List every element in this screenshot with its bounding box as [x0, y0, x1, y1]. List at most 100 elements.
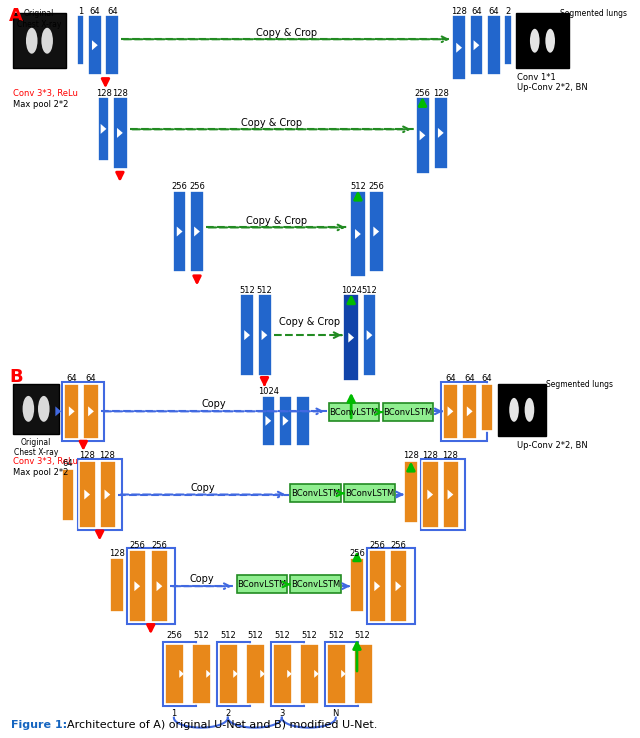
Text: 3: 3: [279, 709, 285, 718]
Text: BConvLSTM: BConvLSTM: [330, 407, 379, 416]
Text: Segmented lungs: Segmented lungs: [546, 380, 613, 389]
Text: 1024: 1024: [340, 286, 362, 294]
Bar: [383, 403, 433, 421]
Text: Architecture of A) original U-Net and B) modified U-Net.: Architecture of A) original U-Net and B)…: [67, 720, 378, 730]
Text: N: N: [333, 709, 339, 718]
Text: 128: 128: [451, 7, 467, 15]
Bar: [443, 384, 458, 438]
Text: 256: 256: [390, 541, 406, 550]
Ellipse shape: [509, 398, 519, 422]
Polygon shape: [117, 128, 123, 138]
Bar: [83, 384, 99, 438]
Bar: [344, 294, 359, 381]
Text: Max pool 2*2: Max pool 2*2: [13, 468, 68, 477]
Bar: [190, 190, 204, 272]
Polygon shape: [84, 489, 90, 500]
Bar: [481, 384, 493, 431]
Text: 64: 64: [107, 7, 118, 15]
Text: Original
Chest X-ray: Original Chest X-ray: [17, 10, 61, 29]
Bar: [77, 458, 122, 531]
Text: Copy: Copy: [190, 574, 214, 584]
Bar: [151, 551, 168, 622]
Bar: [404, 461, 418, 523]
Bar: [325, 642, 358, 706]
Polygon shape: [100, 124, 106, 134]
Bar: [100, 461, 116, 528]
Text: 128: 128: [422, 451, 438, 461]
Bar: [98, 97, 109, 161]
Polygon shape: [262, 330, 268, 340]
Text: Conv 3*3, ReLu: Conv 3*3, ReLu: [13, 457, 78, 466]
Text: 512: 512: [257, 286, 273, 294]
Polygon shape: [447, 489, 453, 500]
Bar: [113, 97, 127, 169]
Bar: [88, 15, 102, 75]
Polygon shape: [194, 227, 200, 236]
Bar: [434, 97, 447, 169]
Bar: [262, 396, 275, 446]
Bar: [62, 469, 74, 522]
Bar: [516, 13, 569, 68]
Text: 1: 1: [78, 7, 83, 15]
Polygon shape: [396, 582, 401, 591]
Text: 64: 64: [67, 374, 77, 384]
Bar: [273, 644, 292, 704]
Bar: [300, 644, 319, 704]
Polygon shape: [283, 415, 289, 426]
Polygon shape: [355, 229, 361, 239]
Ellipse shape: [26, 28, 38, 54]
Polygon shape: [374, 582, 380, 591]
Polygon shape: [456, 43, 462, 52]
Bar: [64, 384, 79, 438]
Polygon shape: [428, 489, 433, 500]
Bar: [369, 190, 384, 272]
Bar: [354, 644, 373, 704]
Bar: [246, 644, 266, 704]
Text: BConvLSTM: BConvLSTM: [237, 580, 286, 589]
Text: 512: 512: [247, 632, 262, 641]
Bar: [192, 644, 211, 704]
Text: B: B: [9, 368, 23, 386]
Text: 128: 128: [442, 451, 458, 461]
Text: 512: 512: [355, 632, 371, 641]
Bar: [344, 484, 394, 503]
Text: 2: 2: [506, 7, 511, 15]
Bar: [77, 15, 84, 65]
Text: 64: 64: [482, 374, 492, 384]
Bar: [498, 384, 546, 435]
Text: 128: 128: [403, 451, 419, 461]
Text: 512: 512: [193, 632, 209, 641]
Polygon shape: [348, 333, 354, 342]
Text: Conv 3*3, ReLu: Conv 3*3, ReLu: [13, 89, 78, 97]
Text: 256: 256: [166, 632, 182, 641]
Bar: [271, 642, 304, 706]
Text: Max pool 2*2: Max pool 2*2: [13, 100, 68, 109]
Bar: [462, 384, 477, 438]
Text: 256: 256: [129, 541, 145, 550]
Text: Up-Conv 2*2, BN: Up-Conv 2*2, BN: [517, 83, 588, 92]
Text: BConvLSTM: BConvLSTM: [291, 580, 340, 589]
Text: Original
Chest X-ray: Original Chest X-ray: [14, 438, 58, 457]
Text: 128: 128: [109, 549, 125, 558]
Text: A: A: [9, 7, 23, 25]
Polygon shape: [177, 227, 182, 236]
Text: 512: 512: [274, 632, 290, 641]
Text: 256: 256: [415, 89, 431, 97]
Bar: [443, 461, 459, 528]
Text: 512: 512: [239, 286, 255, 294]
Text: Copy & Crop: Copy & Crop: [279, 317, 340, 327]
Text: 256: 256: [349, 549, 365, 558]
Text: 512: 512: [328, 632, 344, 641]
Bar: [422, 461, 439, 528]
Bar: [350, 190, 365, 277]
Bar: [13, 384, 60, 434]
Polygon shape: [104, 489, 110, 500]
Bar: [441, 382, 487, 441]
Bar: [350, 558, 364, 612]
Text: BConvLSTM: BConvLSTM: [291, 489, 340, 498]
Text: 128: 128: [95, 89, 111, 97]
Polygon shape: [179, 670, 184, 677]
Ellipse shape: [22, 396, 34, 422]
Ellipse shape: [525, 398, 534, 422]
Polygon shape: [88, 407, 94, 416]
